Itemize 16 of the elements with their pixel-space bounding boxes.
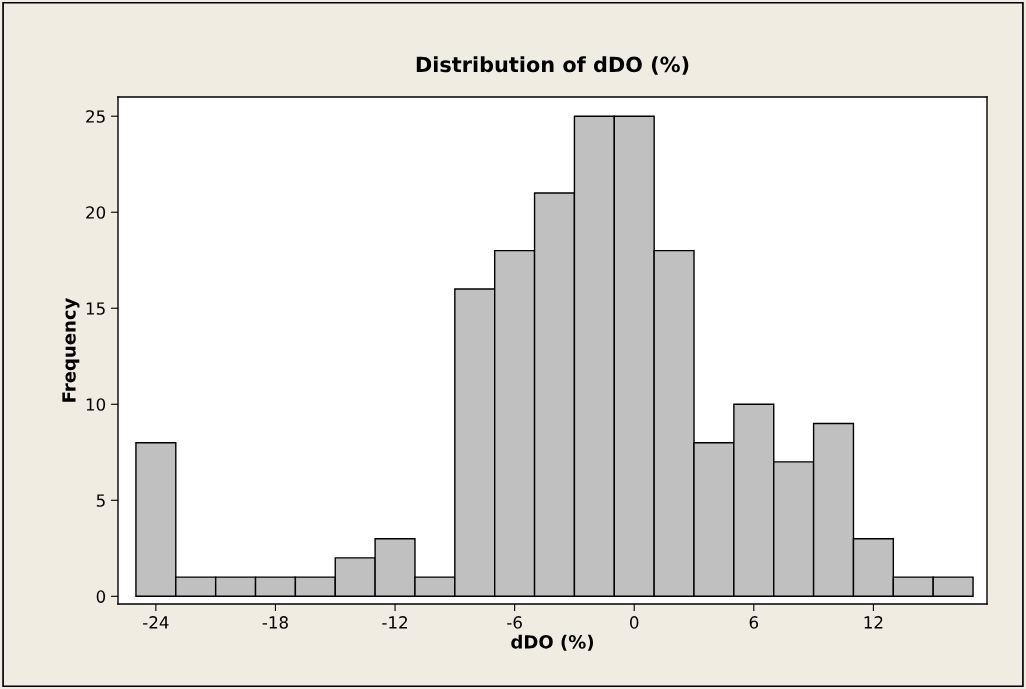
y-tick-label: 15 [86, 302, 105, 315]
x-tick-label: 6 [749, 616, 759, 629]
y-tick-label: 5 [96, 494, 105, 507]
y-tick-label: 20 [86, 206, 106, 219]
x-axis-title: dDO (%) [511, 634, 594, 651]
chart-title: Distribution of dDO (%) [416, 56, 689, 75]
y-tick-label: 25 [86, 110, 105, 123]
x-tick-label: 12 [864, 616, 883, 629]
x-tick-label: -6 [507, 616, 522, 629]
x-tick-label: -12 [382, 616, 407, 629]
x-tick-label: 0 [630, 616, 639, 629]
y-tick-label: 0 [96, 590, 106, 603]
x-tick-label: -18 [262, 616, 288, 629]
y-tick-label: 10 [86, 398, 106, 411]
y-axis-title: Frequency [62, 297, 80, 402]
x-tick-label: -24 [143, 616, 169, 629]
